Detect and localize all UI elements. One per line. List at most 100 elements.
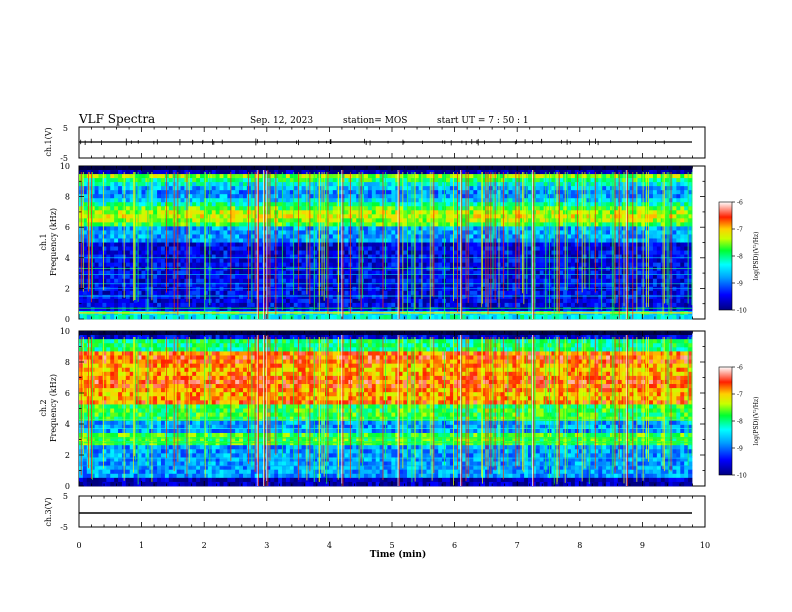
spectrogram-cell (438, 290, 443, 296)
spectrogram-cell (477, 278, 482, 284)
spectrogram-cell (512, 230, 517, 235)
spectrogram-cell (149, 306, 154, 312)
spectrogram-cell (215, 258, 220, 264)
spectrogram-cell (98, 294, 103, 300)
spectrogram-cell (438, 210, 443, 215)
spectrogram-cell (278, 274, 283, 280)
spectrogram-cell (403, 206, 408, 211)
spectrogram-cell (215, 298, 220, 304)
spectrogram-cell (305, 306, 310, 312)
spectrogram-cell (356, 174, 361, 179)
spectrogram-cell (367, 210, 373, 215)
spectrogram-cell (239, 202, 244, 207)
spectrogram-cell (278, 262, 283, 268)
spectrogram-cell (457, 198, 463, 203)
spectrogram-cell (500, 234, 505, 239)
spectrogram-cell (473, 202, 478, 207)
spectrogram-cell (250, 174, 256, 179)
spectrogram-cell (309, 170, 314, 175)
spectrogram-cell (305, 254, 310, 260)
spectrogram-cell (297, 182, 302, 187)
spectrogram-cell (129, 254, 135, 260)
spectrogram-cell (153, 194, 158, 199)
spectrogram-cell (477, 294, 482, 300)
spectrogram-cell (508, 290, 513, 296)
spectrogram-cell (203, 234, 209, 239)
spectrogram-cell (137, 302, 142, 308)
spectrogram-cell (457, 218, 463, 223)
spectrogram-cell (293, 186, 299, 191)
spectrogram-cell (231, 314, 236, 320)
spectrogram-cell (301, 238, 306, 243)
spectrogram-cell (457, 234, 463, 239)
spectrogram-cell (403, 170, 408, 175)
spectrogram-cell (153, 174, 158, 179)
spectrogram-cell (282, 290, 287, 296)
spectrogram-cell (391, 234, 396, 239)
spectrogram-cell (446, 202, 451, 207)
spectrogram-cell (250, 206, 256, 211)
spectrogram-cell (168, 274, 174, 280)
spectrogram-cell (172, 234, 178, 239)
spectrogram-cell (504, 202, 509, 207)
spectrogram-cell (395, 226, 400, 231)
spectrogram-cell (328, 174, 334, 179)
spectrogram-cell (481, 202, 486, 207)
spectrogram-cell (242, 202, 248, 207)
spectrogram-cell (129, 298, 135, 304)
spectrogram-cell (508, 210, 513, 215)
spectrogram-cell (512, 206, 517, 211)
spectrogram-cell (282, 306, 287, 312)
spectrogram-cell (356, 222, 361, 227)
spectrogram-cell (321, 290, 326, 296)
spectrogram-cell (379, 270, 384, 276)
spectrogram-cell (524, 178, 529, 183)
spectrogram-cell (309, 218, 314, 223)
spectrogram-cell (516, 302, 521, 308)
spectrogram-cell (106, 314, 111, 320)
spectrogram-cell (414, 214, 420, 219)
spectrogram-cell (215, 306, 220, 312)
spectrogram-cell (559, 270, 564, 276)
spectrogram-cell (98, 250, 103, 255)
spectrogram-cell (364, 274, 369, 280)
spectrogram-cell (352, 230, 357, 235)
spectrogram-cell (418, 186, 423, 191)
spectrogram-cell (500, 250, 505, 255)
spectrogram-cell (125, 294, 131, 300)
spectrogram-cell (168, 234, 174, 239)
spectrogram-cell (285, 286, 291, 292)
spectrogram-cell (293, 286, 299, 292)
spectrogram-cell (301, 170, 306, 175)
spectrogram-cell (203, 302, 209, 308)
spectrogram-cell (524, 314, 529, 320)
spectrogram-cell (274, 222, 279, 227)
spectrogram-cell (250, 178, 256, 183)
spectrogram-cell (149, 254, 154, 260)
spectrogram-cell (485, 298, 490, 304)
spectrogram-cell (438, 254, 443, 260)
spectrogram-cell (176, 234, 181, 239)
spectrogram-cell (227, 234, 232, 239)
spectrogram-cell (153, 234, 158, 239)
spectrogram-cell (313, 206, 318, 211)
spectrogram-cell (160, 178, 166, 183)
spectrogram-cell (196, 214, 201, 219)
spectrogram-cell (231, 198, 236, 203)
spectrogram-cell (406, 314, 412, 320)
spectrogram-cell (266, 210, 271, 215)
spectrogram-cell (235, 198, 240, 203)
spectrogram-cell (211, 230, 217, 235)
spectrogram-cell (157, 306, 162, 312)
spectrogram-cell (406, 282, 412, 288)
spectrogram-cell (258, 222, 263, 227)
spectrogram-cell (395, 190, 400, 195)
spectrogram-cell (375, 242, 381, 247)
spectrogram-cell (274, 294, 279, 300)
spectrogram-cell (434, 258, 439, 264)
spectrogram-cell (375, 254, 381, 260)
spectrogram-cell (153, 314, 158, 320)
spectrogram-cell (535, 298, 541, 304)
spectrogram-cell (438, 262, 443, 268)
spectrogram-cell (125, 222, 131, 227)
